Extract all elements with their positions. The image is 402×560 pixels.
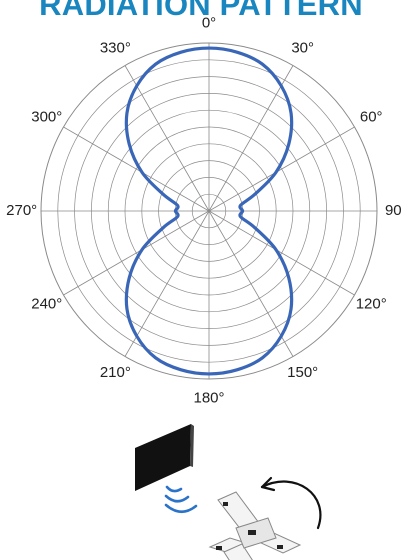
angle-label: 30° (291, 40, 314, 57)
radiation-pattern-line (124, 46, 294, 376)
grid-spoke (208, 210, 294, 357)
angle-label: 270° (6, 202, 37, 219)
angle-label: 240° (31, 296, 62, 313)
grid-spoke (208, 126, 355, 212)
chart-title: RADIATION PATTERN (39, 0, 363, 22)
panel-antenna-icon (135, 424, 194, 491)
grid-spoke (208, 210, 355, 296)
grid-spoke (124, 65, 210, 212)
angle-label: 120° (356, 296, 387, 313)
angle-label: 330° (100, 40, 131, 57)
cross-device-icon (208, 491, 302, 560)
rotation-arrow-icon (260, 476, 322, 530)
angle-labels: 0° 30° 60° 90° 120° 150° 180° 210° 240° 270° 300° 3… (6, 15, 402, 407)
grid-spoke (63, 126, 210, 212)
angle-label: 60° (360, 108, 383, 125)
angle-label: 180° (193, 389, 224, 406)
angle-label: 0° (202, 15, 216, 32)
polar-chart: 0° 30° 60° 90° 120° 150° 180° 210° 240° 270° 300° 3… (6, 15, 402, 407)
grid-spoke (208, 65, 294, 212)
angle-label: 210° (100, 364, 131, 381)
grid-spokes (41, 43, 377, 379)
grid-spoke (63, 210, 210, 296)
grid-spoke (124, 210, 210, 357)
angle-label: 90° (385, 202, 402, 219)
angle-label: 300° (31, 108, 62, 125)
angle-label: 150° (287, 364, 318, 381)
signal-waves-icon (164, 485, 198, 514)
